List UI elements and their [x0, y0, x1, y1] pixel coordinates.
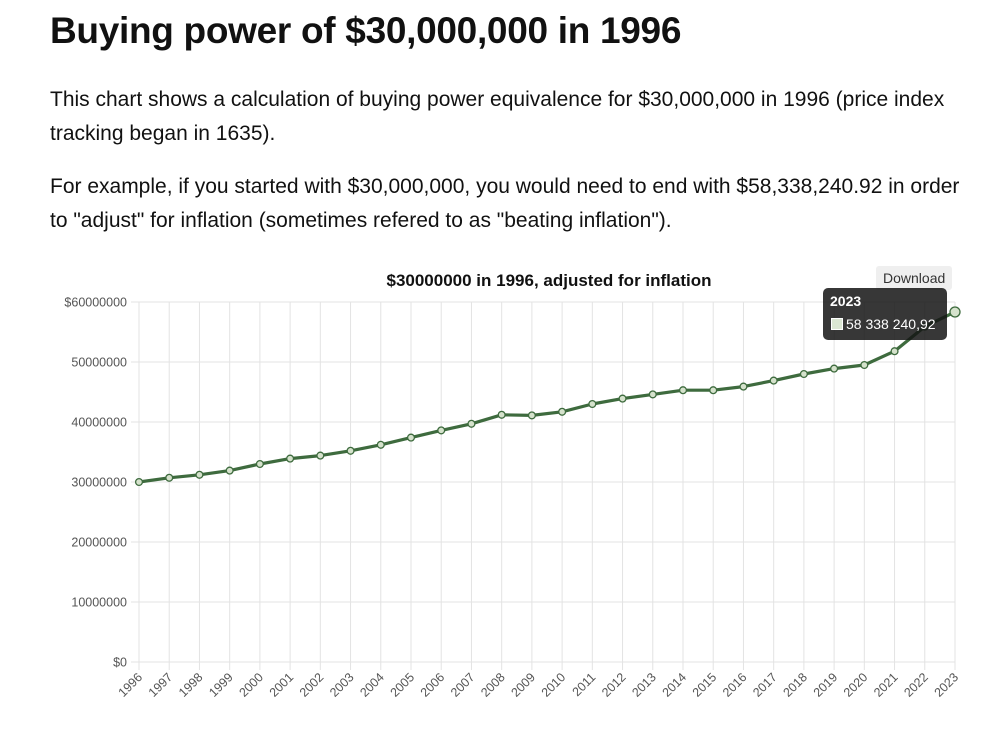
data-point: [255, 459, 264, 469]
x-tick-label: 2015: [690, 670, 720, 700]
data-point: [527, 411, 536, 420]
data-point: [437, 426, 446, 435]
x-tick-label: 2009: [508, 670, 538, 700]
data-point: [588, 399, 597, 409]
x-tick-label: 2018: [780, 670, 810, 700]
data-point: [316, 451, 325, 460]
chart-tooltip: 2023 58 338 240,92: [823, 288, 947, 340]
x-tick-label: 2004: [357, 670, 387, 700]
example-paragraph: For example, if you started with $30,000…: [50, 175, 960, 232]
download-button[interactable]: Download: [876, 266, 953, 290]
x-tick-label: 1996: [116, 670, 146, 700]
data-point: [648, 390, 657, 399]
data-point: [739, 382, 748, 391]
data-point: [346, 446, 355, 455]
data-point: [860, 360, 869, 370]
x-tick-label: 2020: [841, 670, 871, 700]
x-tick-label: 2012: [599, 670, 629, 700]
x-tick-label: 2017: [750, 670, 780, 700]
x-tick-label: 2019: [811, 670, 841, 700]
page-title: Buying power of $30,000,000 in 1996: [50, 10, 682, 51]
tooltip-value: 58 338 240,92: [846, 316, 936, 332]
x-tick-label: 2021: [871, 670, 901, 700]
intro-paragraph: This chart shows a calculation of buying…: [50, 88, 945, 145]
data-point: [709, 386, 718, 395]
chart-canvas: $30000000 in 1996, adjusted for inflatio…: [64, 271, 962, 700]
x-tick-label: 2011: [570, 670, 599, 699]
x-tick-label: 2000: [236, 670, 266, 700]
tooltip-title: 2023: [830, 293, 862, 309]
x-tick-label: 2023: [932, 670, 962, 700]
data-point: [286, 454, 295, 463]
y-tick-label: 50000000: [71, 356, 127, 370]
data-point: [467, 419, 476, 428]
y-tick-label: 20000000: [71, 536, 127, 550]
data-point: [830, 364, 839, 373]
y-tick-label: $60000000: [64, 296, 127, 310]
y-tick-label: $0: [113, 656, 127, 670]
data-point: [799, 369, 808, 379]
x-tick-label: 2016: [720, 670, 750, 700]
data-point: [376, 440, 385, 449]
series-line: [137, 310, 957, 484]
chart-title: $30000000 in 1996, adjusted for inflatio…: [386, 271, 711, 290]
data-point: [134, 477, 144, 487]
x-tick-label: 2008: [478, 670, 508, 700]
data-point: [225, 466, 234, 475]
x-tick-label: 1998: [176, 670, 206, 700]
y-tick-label: 40000000: [71, 416, 127, 430]
data-point: [558, 407, 567, 416]
x-tick-label: 2006: [418, 670, 448, 700]
x-tick-label: 2022: [901, 670, 931, 700]
data-point: [890, 347, 899, 356]
x-tick-label: 2002: [297, 670, 327, 700]
data-point: [406, 433, 416, 442]
x-tick-label: 1999: [206, 670, 236, 700]
x-tick-label: 2005: [388, 670, 418, 700]
x-tick-label: 2013: [629, 670, 659, 700]
data-point: [618, 394, 627, 403]
x-tick-label: 2010: [539, 670, 569, 700]
x-tick-label: 2014: [660, 670, 690, 700]
x-tick-label: 2001: [267, 670, 297, 700]
tooltip-swatch: [831, 318, 843, 330]
x-tick-label: 2007: [448, 670, 478, 700]
data-point: [769, 376, 778, 385]
y-tick-label: 30000000: [71, 476, 127, 490]
data-point: [949, 306, 961, 318]
inflation-chart: $30000000 in 1996, adjusted for inflatio…: [0, 258, 1000, 734]
data-point: [497, 410, 506, 419]
data-point: [165, 473, 174, 482]
data-point: [678, 386, 688, 395]
x-tick-label: 2003: [327, 670, 357, 700]
data-point: [195, 470, 204, 479]
x-tick-label: 1997: [146, 670, 176, 700]
y-tick-label: 10000000: [71, 596, 127, 610]
